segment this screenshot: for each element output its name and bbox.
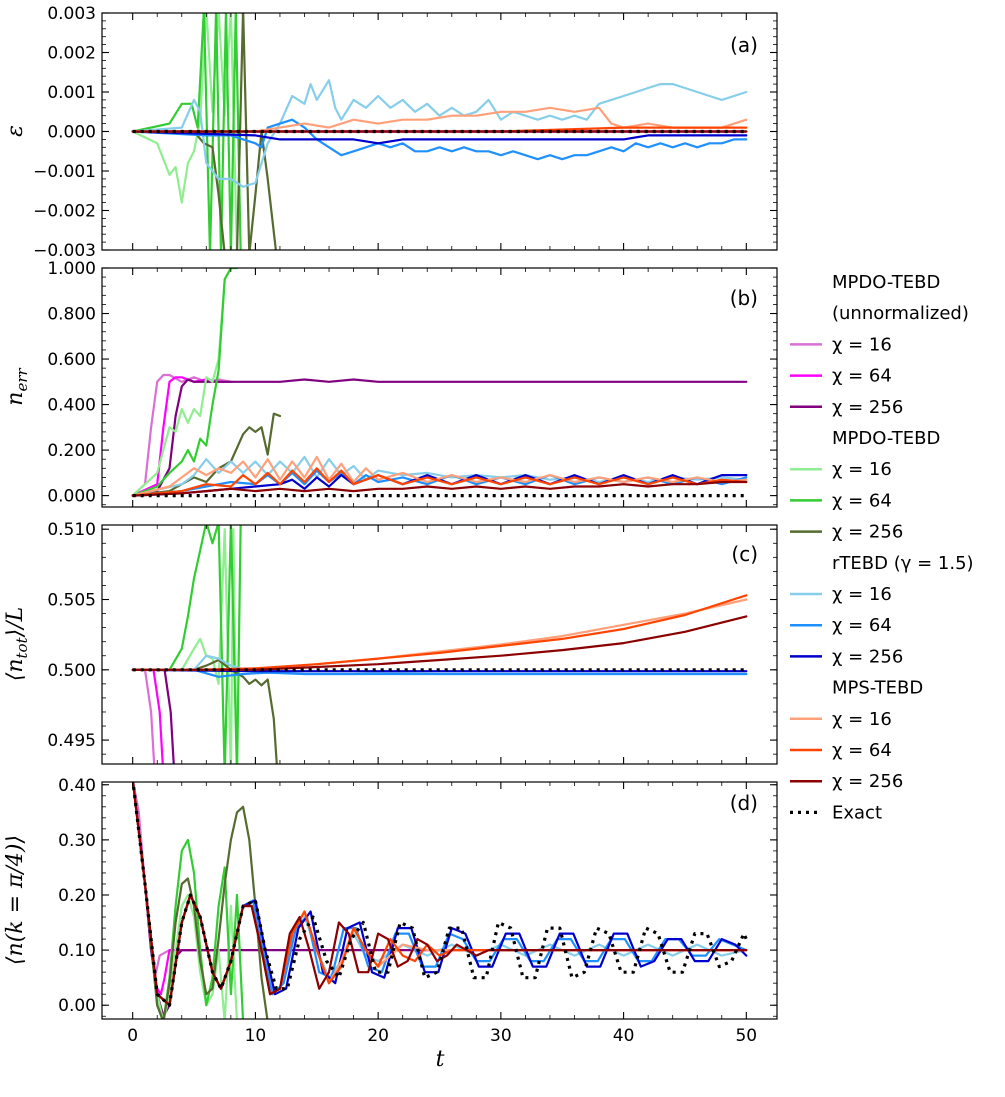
legend-group-title: MPDO-TEBD (832, 272, 940, 293)
legend-item-label: χ = 16 (832, 334, 892, 355)
panel-c-tag: (c) (731, 542, 758, 566)
panel-b-tag: (b) (730, 286, 758, 310)
panel-a-ylabel: ε (3, 125, 28, 137)
legend-item-label: χ = 256 (832, 522, 903, 543)
panel-b-frame (101, 267, 778, 508)
panel-d-ytick-label: 0.00 (58, 996, 96, 1016)
x-tick-label: 20 (367, 1026, 389, 1046)
panel-d-ytick-label: 0.20 (58, 886, 96, 906)
panel-c-frame (101, 524, 778, 765)
panel-a-series-mps-tebd-16 (131, 106, 748, 133)
panel-c-series-mpdo-tebd-64 (131, 525, 242, 764)
x-axis-label: t (436, 1047, 445, 1072)
panel-d-frame (101, 781, 778, 1020)
panel-d-tag: (d) (730, 791, 758, 815)
panel-a-series-rtebd-1-5-16 (131, 79, 748, 188)
panel-a-series-rtebd-1-5-64 (131, 118, 748, 161)
panel-d-ytick-label: 0.10 (58, 941, 96, 961)
panel-d: 0.00 0.10 0.20 0.30 0.40 0 10 20 30 40 50 (d) ⟨n(k… (3, 776, 778, 1046)
x-tick-label: 40 (613, 1026, 635, 1046)
panel-b-ytick-label: 0.200 (47, 441, 96, 461)
panel-c-ylabel: ⟨ntot⟩/L (3, 607, 31, 681)
panel-c-ytick-label: 0.495 (47, 731, 96, 751)
legend-item-label: χ = 16 (832, 459, 892, 480)
panel-c: 0.495 0.500 0.505 0.510 (c) ⟨ntot⟩/L (3, 520, 778, 765)
legend-item-label: χ = 64 (832, 740, 892, 761)
panel-c-series-mpdo-tebd-16 (131, 528, 238, 764)
panel-d-series-mpdo-tebd-unnormalized-16 (132, 782, 232, 979)
panel-d-series-exact (131, 782, 748, 1007)
panel-b: 0.000 0.200 0.400 0.600 0.800 1.000 (b) nerr (3, 259, 778, 508)
panel-b-series-mpdo-tebd-unnormalized-256 (131, 378, 748, 497)
panel-a-tag: (a) (730, 33, 758, 57)
x-tick-label: 0 (127, 1026, 138, 1046)
panel-a-ytick-label: −0.002 (33, 202, 96, 222)
panel-c-series-rtebd-1-5-64 (131, 668, 748, 678)
legend-group-title: rTEBD (γ = 1.5) (832, 553, 974, 574)
panel-a-ytick-label: 0.001 (47, 83, 96, 103)
panel-b-ytick-label: 0.600 (47, 350, 96, 370)
panel-b-ytick-label: 0.800 (47, 305, 96, 325)
panel-c-series-mpdo-tebd-256 (131, 658, 278, 764)
panel-b-series-mps-tebd-256 (131, 480, 748, 497)
panel-c-series-mps-tebd-256 (131, 615, 748, 671)
legend-item-label: χ = 64 (832, 615, 892, 636)
panel-b-series-mpdo-tebd-64 (131, 268, 239, 497)
panel-d-ylabel: ⟨n(k = π/4)⟩ (3, 835, 28, 965)
panel-a-series-mpdo-tebd-256 (131, 13, 277, 250)
panel-a-series-rtebd-1-5-256 (131, 130, 748, 145)
panel-b-ytick-label: 1.000 (47, 259, 96, 279)
panel-a-ytick-label: 0.003 (47, 4, 96, 24)
panel-a-ytick-label: 0.002 (47, 44, 96, 64)
legend-item-label: χ = 256 (832, 397, 903, 418)
legend-item-label: χ = 256 (832, 646, 903, 667)
legend-item-label: χ = 16 (832, 709, 892, 730)
panel-c-ytick-label: 0.505 (47, 591, 96, 611)
panel-c-series-mps-tebd-64 (131, 594, 748, 671)
legend-item-exact: Exact (832, 802, 882, 823)
legend-item-label: χ = 64 (832, 490, 892, 511)
panel-c-ytick-label: 0.500 (47, 661, 96, 681)
panel-c-ytick-label: 0.510 (47, 520, 96, 540)
panel-d-ytick-label: 0.30 (58, 831, 96, 851)
panel-b-ytick-label: 0.000 (47, 487, 96, 507)
legend-item-label: χ = 64 (832, 366, 892, 387)
panel-d-series-mpdo-tebd-256 (131, 782, 269, 1019)
legend-group-title: MPS-TEBD (832, 678, 923, 699)
panel-a-series-mpdo-tebd-64 (131, 13, 242, 250)
panel-a-ytick-label: −0.003 (33, 241, 96, 261)
legend-item-label: χ = 16 (832, 584, 892, 605)
legend: MPDO-TEBD (unnormalized) χ = 16 χ = 64 χ = 2… (790, 272, 974, 823)
panel-a-ytick-label: 0.000 (47, 123, 96, 143)
x-tick-label: 50 (735, 1026, 757, 1046)
x-tick-label: 30 (490, 1026, 512, 1046)
legend-item-label: χ = 256 (832, 771, 903, 792)
panel-b-series-mps-tebd-64 (131, 467, 748, 497)
panel-a-ytick-label: −0.001 (33, 162, 96, 182)
x-tick-label: 10 (245, 1026, 267, 1046)
legend-group-title: (unnormalized) (832, 303, 969, 324)
panel-d-ytick-label: 0.40 (58, 776, 96, 796)
panel-b-ytick-label: 0.400 (47, 396, 96, 416)
legend-group-title: MPDO-TEBD (832, 428, 940, 449)
panel-d-series-mps-tebd-256 (131, 782, 748, 1007)
panel-a: −0.003 −0.002 −0.001 0.000 0.001 0.002 0.003 (… (3, 4, 778, 261)
panel-c-series-mpdo-tebd-unnormalized-16 (131, 668, 156, 764)
panel-b-ylabel: nerr (3, 367, 31, 405)
